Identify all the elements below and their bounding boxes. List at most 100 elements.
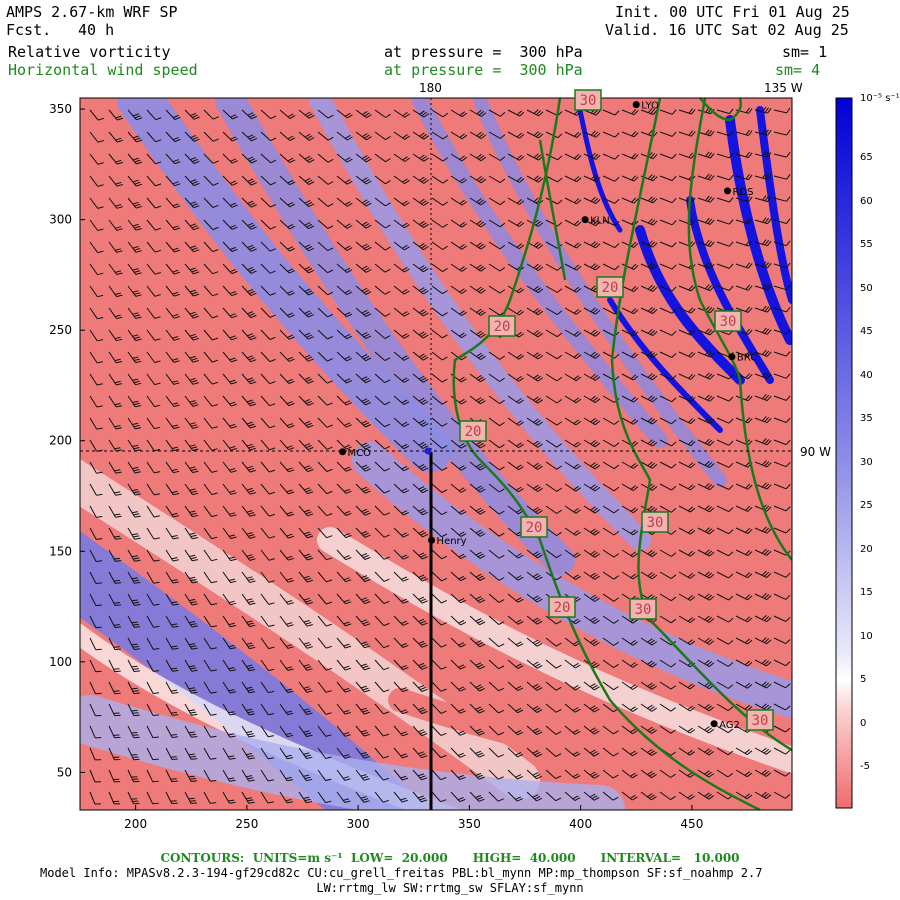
wind-barb	[127, 395, 142, 408]
wind-barb	[393, 439, 410, 450]
wind-barb	[678, 329, 696, 336]
wind-barb	[583, 174, 601, 182]
wind-barb	[697, 593, 715, 601]
wind-barb	[640, 218, 658, 226]
wind-barb	[317, 395, 333, 406]
wind-barb	[431, 527, 448, 538]
wind-barb	[222, 307, 238, 319]
wind-barb	[412, 483, 429, 494]
wind-barb	[393, 461, 410, 472]
station-marker	[632, 101, 640, 109]
wind-barb	[241, 329, 257, 341]
wind-barb	[298, 703, 313, 715]
wind-barb	[488, 791, 504, 802]
wind-barb	[298, 527, 314, 539]
wind-barb	[602, 417, 620, 425]
station-label: KLN	[590, 216, 610, 227]
wind-barb	[450, 703, 466, 714]
wind-barb	[279, 241, 296, 252]
wind-barb	[431, 439, 448, 449]
wind-barb	[735, 129, 753, 136]
wind-barb	[469, 153, 487, 162]
wind-barb	[146, 285, 161, 297]
wind-barb	[526, 153, 544, 161]
wind-barb	[127, 219, 142, 231]
station-marker	[723, 187, 731, 195]
wind-barb	[773, 240, 791, 247]
wind-barb	[488, 263, 506, 272]
wind-barb	[298, 109, 315, 119]
wind-barb	[184, 593, 198, 606]
wind-barb	[773, 527, 791, 534]
wind-barb	[222, 549, 237, 562]
wind-barb	[602, 219, 620, 226]
wind-barb	[545, 703, 562, 713]
wind-barb	[754, 482, 772, 490]
wind-barb	[336, 769, 351, 781]
wind-barb	[507, 109, 525, 117]
colorbar-tick-label: 25	[860, 500, 873, 511]
wind-barb	[773, 284, 791, 291]
wind-barb	[89, 615, 102, 629]
wind-barb	[412, 351, 429, 361]
wind-barb	[488, 725, 505, 736]
lon-label-180: 180	[419, 81, 442, 95]
wind-barb	[621, 263, 639, 270]
wind-barb	[412, 549, 429, 560]
wind-barb	[127, 329, 142, 342]
wind-barb	[165, 615, 179, 628]
wind-barb	[279, 593, 294, 605]
colorbar-tick-label: 45	[860, 326, 873, 337]
wind-barb	[659, 769, 676, 778]
wind-barb	[412, 175, 429, 184]
wind-barb	[735, 791, 753, 800]
wind-barb	[564, 307, 582, 315]
wind-barb	[621, 285, 639, 293]
wind-barb	[374, 351, 391, 361]
wind-barb	[773, 174, 791, 180]
wind-barb	[431, 681, 447, 692]
wind-barb	[564, 219, 582, 227]
forecast-hours: 40 h	[78, 21, 115, 39]
wind-barb	[697, 460, 715, 469]
wind-barb	[526, 549, 543, 559]
wind-barb	[393, 241, 410, 251]
wind-barb	[184, 615, 198, 628]
wind-barb	[545, 153, 563, 161]
wind-barb	[488, 241, 506, 250]
wind-barb	[469, 483, 486, 493]
wind-barb	[564, 131, 582, 138]
wind-barb	[317, 769, 332, 782]
wind-barb	[336, 791, 351, 803]
wind-barb	[317, 219, 334, 229]
wind-barb	[602, 197, 620, 204]
wind-barb	[583, 725, 600, 735]
wind-barb	[716, 505, 734, 513]
wind-barb	[184, 417, 199, 429]
wind-barb	[754, 327, 772, 335]
wind-barb	[507, 571, 524, 581]
wind-barb	[754, 239, 772, 247]
field1-name: Relative vorticity	[8, 43, 171, 61]
wind-barb	[127, 637, 141, 650]
contour-label: 30	[746, 709, 774, 731]
wind-barb	[450, 131, 468, 140]
wind-barb	[184, 747, 198, 760]
wind-barb	[754, 548, 772, 556]
wind-barb	[697, 527, 715, 535]
wind-barb	[355, 197, 372, 207]
wind-barb	[716, 197, 734, 203]
contour-label: 20	[488, 315, 516, 337]
wind-barb	[279, 747, 294, 760]
wind-barb	[317, 417, 333, 428]
wind-barb	[374, 329, 391, 339]
wind-barb	[431, 395, 448, 405]
wind-barb	[89, 373, 103, 386]
wind-barb	[393, 131, 410, 140]
wind-barb	[374, 219, 391, 229]
wind-barb	[621, 483, 639, 492]
wind-barb	[564, 791, 581, 801]
wind-barb	[203, 791, 217, 804]
wind-barb	[678, 593, 696, 601]
wind-barb	[678, 725, 696, 734]
